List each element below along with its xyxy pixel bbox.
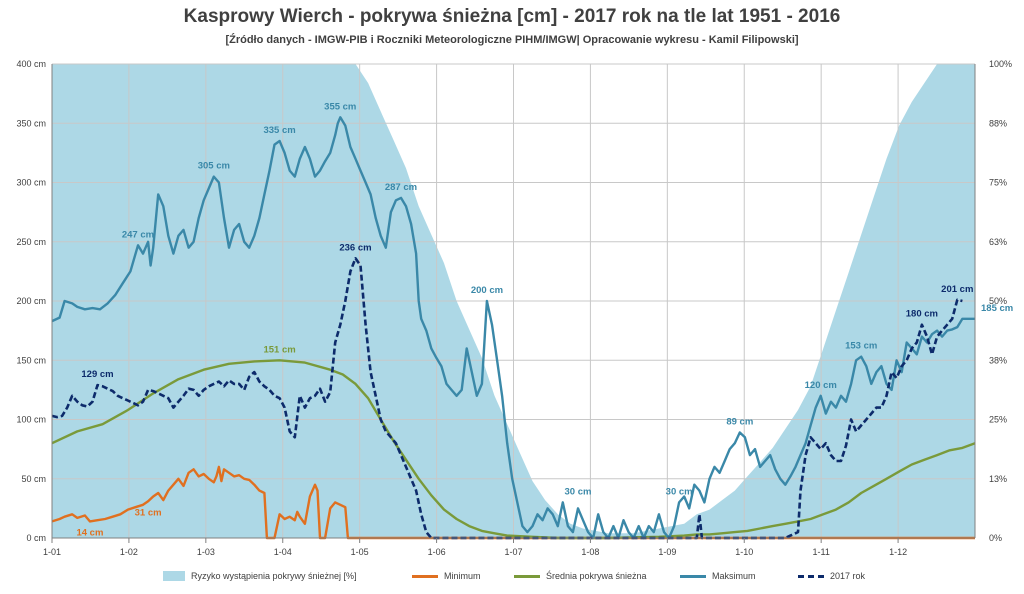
- x-tick-label: 1-09: [658, 547, 676, 557]
- data-label: 129 cm: [81, 369, 113, 380]
- y-left-tick-label: 350 cm: [16, 118, 46, 128]
- chart-title: Kasprowy Wierch - pokrywa śnieżna [cm] -…: [183, 6, 841, 27]
- x-tick-label: 1-10: [735, 547, 753, 557]
- data-label: 14 cm: [76, 527, 103, 538]
- x-tick-label: 1-08: [581, 547, 599, 557]
- data-label: 236 cm: [339, 242, 371, 253]
- y-left-tick-label: 200 cm: [16, 296, 46, 306]
- legend-label-2017: 2017 rok: [830, 571, 866, 581]
- legend-item-minimum: Minimum: [412, 567, 481, 585]
- x-tick-label: 1-02: [120, 547, 138, 557]
- legend-label-risk: Ryzyko wystąpienia pokrywy śnieżnej [%]: [191, 571, 357, 581]
- y-left-tick-label: 0 cm: [26, 533, 46, 543]
- data-label: 185 cm: [981, 303, 1013, 314]
- y-right-tick-label: 38%: [989, 355, 1007, 365]
- series-line-minimum: [51, 465, 975, 540]
- x-tick-label: 1-01: [43, 547, 61, 557]
- chart-subtitle: [Źródło danych - IMGW-PIB i Roczniki Met…: [225, 34, 799, 46]
- x-tick-label: 1-05: [351, 547, 369, 557]
- legend-swatch-2017: [798, 574, 824, 578]
- y-left-tick-label: 300 cm: [16, 178, 46, 188]
- y-right-tick-label: 50%: [989, 296, 1007, 306]
- legend-label-minimum: Minimum: [444, 571, 481, 581]
- y-right-tick-label: 63%: [989, 237, 1007, 247]
- data-label: 89 cm: [726, 417, 753, 428]
- data-label: 247 cm: [122, 229, 154, 240]
- legend-swatch-maximum: [680, 574, 706, 578]
- data-label: 335 cm: [263, 125, 295, 136]
- legend-swatch-risk: [163, 571, 185, 581]
- y-left-tick-label: 50 cm: [21, 474, 46, 484]
- data-label: 151 cm: [263, 344, 295, 355]
- legend-swatch-average: [514, 574, 540, 578]
- legend-item-average: Średnia pokrywa śnieżna: [514, 567, 647, 585]
- legend-swatch-minimum: [412, 574, 438, 578]
- legend-item-2017: 2017 rok: [798, 567, 865, 585]
- legend-item-risk: Ryzyko wystąpienia pokrywy śnieżnej [%]: [163, 567, 357, 585]
- x-tick-label: 1-11: [812, 547, 829, 557]
- legend-label-average: Średnia pokrywa śnieżna: [546, 571, 647, 581]
- x-tick-label: 1-03: [197, 547, 215, 557]
- y-right-tick-label: 0%: [989, 533, 1002, 543]
- data-label: 200 cm: [471, 285, 503, 296]
- y-right-tick-label: 75%: [989, 178, 1007, 188]
- data-label: 180 cm: [906, 309, 938, 320]
- y-left-tick-label: 250 cm: [16, 237, 46, 247]
- data-label: 30 cm: [666, 486, 693, 497]
- data-label: 120 cm: [805, 380, 837, 391]
- y-left-tick-label: 150 cm: [16, 355, 46, 365]
- y-left-tick-label: 100 cm: [16, 415, 46, 425]
- data-label: 201 cm: [941, 284, 973, 295]
- x-tick-label: 1-12: [889, 547, 907, 557]
- x-tick-label: 1-04: [274, 547, 292, 557]
- data-label: 287 cm: [385, 182, 417, 193]
- data-label: 355 cm: [324, 101, 356, 112]
- legend-label-maximum: Maksimum: [712, 571, 756, 581]
- data-label: 153 cm: [845, 341, 877, 352]
- y-right-tick-label: 25%: [989, 415, 1007, 425]
- y-right-tick-label: 13%: [989, 474, 1007, 484]
- data-label: 31 cm: [135, 507, 162, 518]
- y-right-tick-label: 88%: [989, 118, 1007, 128]
- legend-item-maximum: Maksimum: [680, 567, 756, 585]
- x-tick-label: 1-06: [428, 547, 446, 557]
- data-label: 305 cm: [198, 161, 230, 172]
- y-right-tick-label: 100%: [989, 59, 1012, 69]
- y-left-tick-label: 400 cm: [16, 59, 46, 69]
- data-label: 30 cm: [565, 486, 592, 497]
- series-line-maximum: [51, 116, 975, 540]
- x-tick-label: 1-07: [504, 547, 522, 557]
- chart-legend: Ryzyko wystąpienia pokrywy śnieżnej [%] …: [0, 567, 1024, 587]
